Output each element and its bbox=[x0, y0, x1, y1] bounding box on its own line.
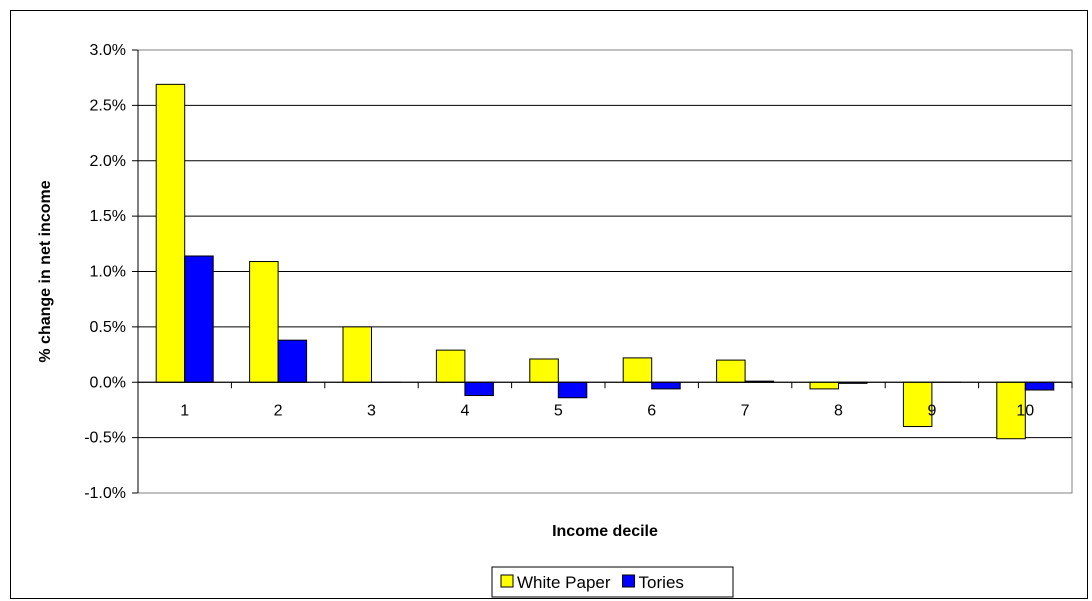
bar-white-paper-3 bbox=[342, 326, 372, 383]
bar-white-paper-8 bbox=[809, 381, 839, 390]
legend-label-white-paper: White Paper bbox=[517, 573, 611, 592]
x-tick-label: 8 bbox=[834, 402, 843, 419]
bar-white-paper-4 bbox=[435, 349, 466, 383]
bar-white-paper-10 bbox=[996, 381, 1026, 440]
bar-tories-5 bbox=[557, 381, 588, 399]
y-tick-label: 1.0% bbox=[90, 264, 126, 281]
chart-frame bbox=[10, 10, 1088, 599]
bar-white-paper-6 bbox=[622, 357, 653, 383]
bar-white-paper-7 bbox=[716, 359, 746, 383]
legend-label-tories: Tories bbox=[639, 573, 684, 592]
bar-tories-6 bbox=[651, 381, 681, 390]
x-tick-label: 9 bbox=[927, 402, 936, 419]
y-tick-label: 0.5% bbox=[90, 319, 126, 336]
legend: White Paper Tories bbox=[491, 566, 734, 598]
x-tick-label: 3 bbox=[367, 402, 376, 419]
x-tick-label: 4 bbox=[460, 402, 469, 419]
y-axis-ticks: -1.0% -0.5% 0.0% 0.5% 1.0% 1.5% 2.0% 2.5% 3.0% bbox=[84, 42, 138, 502]
bar-tories-4 bbox=[464, 381, 494, 397]
y-tick-label: 0.0% bbox=[90, 374, 126, 391]
y-tick-label: -1.0% bbox=[84, 485, 126, 502]
x-tick-label: 10 bbox=[1016, 402, 1034, 419]
y-tick-label: 3.0% bbox=[90, 42, 126, 59]
y-tick-label: 1.5% bbox=[90, 208, 126, 225]
legend-swatch-white-paper bbox=[500, 574, 514, 588]
bar-white-paper-9 bbox=[902, 381, 933, 428]
y-tick-label: 2.0% bbox=[90, 153, 126, 170]
bar-white-paper-1 bbox=[155, 83, 186, 383]
x-tick-label: 1 bbox=[180, 402, 189, 419]
bar-white-paper-2 bbox=[249, 261, 279, 383]
x-tick-label: 5 bbox=[554, 402, 563, 419]
bar-tories-1 bbox=[184, 255, 214, 383]
x-axis-title: Income decile bbox=[552, 523, 658, 540]
legend-box bbox=[491, 566, 734, 598]
bar-tories-2 bbox=[277, 339, 308, 383]
bar-tories-10 bbox=[1024, 381, 1055, 391]
bar-white-paper-5 bbox=[529, 358, 559, 383]
x-tick-label: 7 bbox=[741, 402, 750, 419]
y-tick-label: 2.5% bbox=[90, 97, 126, 114]
y-axis-title: % change in net income bbox=[37, 180, 54, 362]
legend-swatch-tories bbox=[622, 574, 636, 588]
x-tick-label: 6 bbox=[647, 402, 656, 419]
bars bbox=[155, 83, 1055, 440]
x-tick-label: 2 bbox=[274, 402, 283, 419]
x-axis-ticks: 1 2 3 4 5 6 7 8 9 10 bbox=[137, 382, 1073, 419]
y-tick-label: -0.5% bbox=[84, 430, 126, 447]
